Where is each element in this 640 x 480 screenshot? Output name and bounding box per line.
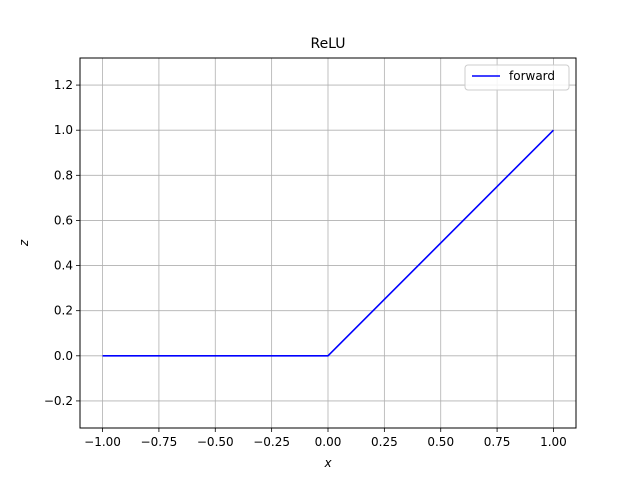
ticks: −1.00 −0.75 −0.50 −0.25 0.00 0.25 0.50 0.75 1.00… <box>44 78 567 449</box>
x-axis-label: x <box>323 456 332 470</box>
chart-title: ReLU <box>310 36 345 52</box>
x-tick-label: −1.00 <box>84 435 121 449</box>
x-tick-label: 1.00 <box>540 435 567 449</box>
x-tick-label: −0.75 <box>141 435 178 449</box>
x-tick-label: −0.50 <box>197 435 234 449</box>
x-tick-label: 0.00 <box>315 435 342 449</box>
y-tick-label: 1.2 <box>54 78 73 92</box>
legend-box <box>464 64 570 91</box>
y-tick-label: 0.8 <box>54 168 73 182</box>
legend-label-forward: forward <box>509 69 555 83</box>
y-tick-label: 0.2 <box>54 304 73 318</box>
x-tick-label: 0.50 <box>427 435 454 449</box>
y-tick-label: 0.6 <box>54 213 73 227</box>
y-tick-label: 0.4 <box>54 259 73 273</box>
x-tick-label: −0.25 <box>253 435 290 449</box>
series-line-forward <box>102 129 555 357</box>
y-tick-label: −0.2 <box>44 394 73 408</box>
y-axis-label: z <box>17 239 31 247</box>
x-tick-label: 0.25 <box>371 435 398 449</box>
x-tick-label: 0.75 <box>484 435 511 449</box>
series-layer <box>102 129 555 357</box>
y-tick-label: 1.0 <box>54 123 73 137</box>
y-tick-label: 0.0 <box>54 349 73 363</box>
legend: forward <box>464 64 570 91</box>
